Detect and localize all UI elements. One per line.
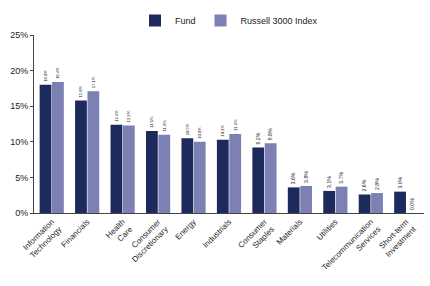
svg-text:3.8%: 3.8%	[303, 171, 309, 183]
svg-text:11.1%: 11.1%	[233, 119, 238, 131]
svg-text:11.5%: 11.5%	[149, 116, 154, 128]
svg-text:17.1%: 17.1%	[91, 76, 96, 88]
svg-text:TelecommunicationServices: TelecommunicationServices	[320, 217, 382, 279]
svg-text:10.5%: 10.5%	[185, 123, 190, 135]
svg-text:11.0%: 11.0%	[162, 120, 167, 132]
svg-text:5%: 5%	[15, 173, 28, 183]
svg-text:0%: 0%	[15, 208, 28, 218]
svg-text:Financials: Financials	[60, 217, 92, 249]
svg-text:Materials: Materials	[275, 217, 304, 246]
svg-text:2.6%: 2.6%	[361, 179, 367, 191]
svg-text:Fund: Fund	[175, 16, 196, 26]
svg-text:Industrials: Industrials	[201, 217, 233, 249]
svg-text:ConsumerDiscretionary: ConsumerDiscretionary	[123, 217, 170, 264]
svg-text:15.8%: 15.8%	[78, 85, 83, 97]
svg-text:18.0%: 18.0%	[43, 70, 48, 82]
svg-text:InformationTechnology: InformationTechnology	[21, 217, 63, 259]
svg-text:0.0%: 0.0%	[409, 198, 415, 210]
svg-text:2.8%: 2.8%	[374, 178, 380, 190]
svg-text:20%: 20%	[10, 66, 28, 76]
svg-text:12.3%: 12.3%	[126, 110, 131, 122]
svg-text:3.6%: 3.6%	[290, 172, 296, 184]
svg-text:25%: 25%	[10, 30, 28, 40]
svg-text:3.7%: 3.7%	[338, 171, 344, 183]
svg-text:12.4%: 12.4%	[114, 110, 119, 122]
svg-text:9.2%: 9.2%	[255, 132, 261, 144]
svg-text:HealthCare: HealthCare	[104, 217, 134, 247]
svg-text:18.4%: 18.4%	[55, 67, 60, 79]
svg-text:15%: 15%	[10, 101, 28, 111]
svg-text:Russell 3000 Index: Russell 3000 Index	[241, 16, 318, 26]
svg-text:9.8%: 9.8%	[267, 128, 273, 140]
svg-text:3.0%: 3.0%	[397, 176, 403, 188]
svg-text:Short-termInvestment: Short-termInvestment	[376, 217, 418, 259]
svg-text:10%: 10%	[10, 137, 28, 147]
svg-text:3.1%: 3.1%	[326, 176, 332, 188]
svg-text:Utilities: Utilities	[315, 217, 340, 242]
svg-text:10.3%: 10.3%	[220, 125, 225, 137]
svg-text:Energy: Energy	[173, 217, 197, 241]
svg-text:10.0%: 10.0%	[197, 127, 202, 139]
svg-text:ConsumerStaples: ConsumerStaples	[236, 217, 276, 257]
